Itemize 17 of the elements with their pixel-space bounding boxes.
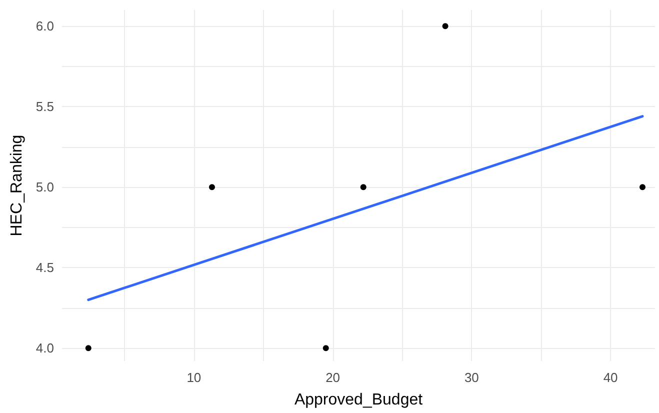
point	[640, 184, 646, 190]
point	[442, 23, 448, 30]
y-tick-label: 6.0	[36, 18, 54, 34]
point	[322, 345, 329, 352]
y-tick-label: 4.5	[36, 260, 54, 276]
x-tick-label: 10	[186, 370, 202, 385]
y-axis-title: HEC_Ranking	[8, 134, 26, 236]
x-tick-label: 20	[326, 370, 340, 385]
x-tick-label: 40	[603, 370, 618, 385]
y-tick-label: 5.0	[36, 180, 54, 195]
y-tick-label: 5.5	[36, 99, 54, 114]
point	[85, 345, 92, 352]
x-axis-title: Approved_Budget	[294, 392, 424, 408]
y-tick-label: 4.0	[36, 340, 54, 356]
point	[360, 184, 366, 190]
x-tick-label: 30	[464, 370, 479, 385]
point	[208, 184, 215, 190]
